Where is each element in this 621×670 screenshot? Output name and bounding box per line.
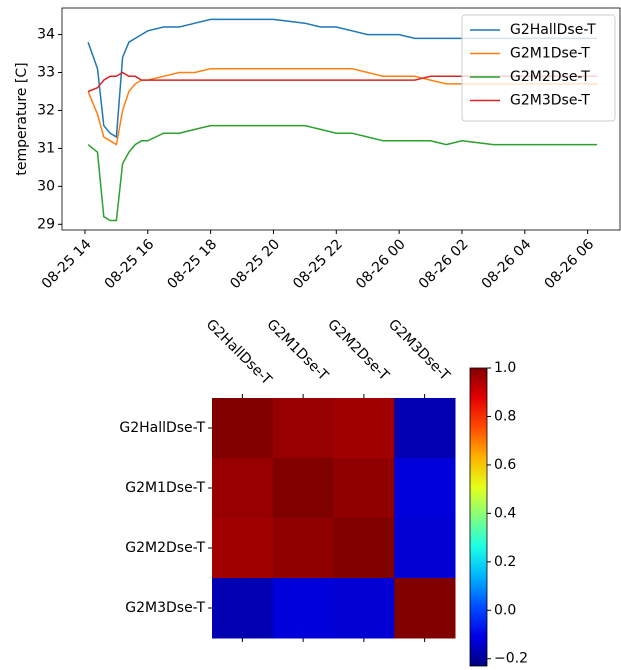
heatmap-cell xyxy=(272,578,334,639)
x-tick-label: 08-25 16 xyxy=(102,236,158,292)
heatmap-cell xyxy=(212,398,274,459)
y-tick-label: G2HallDse-T xyxy=(119,420,205,436)
colorbar-tick-label: 1.0 xyxy=(494,360,516,376)
x-tick-label: 08-26 02 xyxy=(416,236,472,292)
colorbar-tick-label: 0.6 xyxy=(494,457,516,473)
legend-box xyxy=(461,14,616,122)
y-tick-label: 33 xyxy=(37,65,55,81)
colorbar-tick-label: 0.8 xyxy=(494,408,516,424)
x-tick-label: 08-25 22 xyxy=(290,236,346,292)
x-tick-label: 08-25 14 xyxy=(39,236,95,292)
series-line xyxy=(87,67,598,146)
heatmap-cell xyxy=(272,518,334,579)
heatmap-cell xyxy=(333,398,395,459)
series-line xyxy=(87,124,598,222)
heatmap-cell xyxy=(333,518,395,579)
heatmap-cell xyxy=(212,518,274,579)
y-tick-label: 32 xyxy=(37,102,55,118)
heatmap-cell xyxy=(212,458,274,519)
x-tick-label: 08-25 20 xyxy=(227,236,283,292)
y-tick-label: 34 xyxy=(37,27,55,43)
y-tick-label: G2M3Dse-T xyxy=(125,600,205,616)
heatmap-cell xyxy=(394,458,456,519)
x-tick-label: 08-25 18 xyxy=(164,236,220,292)
y-tick-label: 31 xyxy=(37,140,55,156)
heatmap-cell xyxy=(272,398,334,459)
heatmap-cell xyxy=(394,518,456,579)
y-axis-label: temperature [C] xyxy=(14,62,30,175)
y-tick-label: 29 xyxy=(37,216,55,232)
colorbar-tick-label: −0.2 xyxy=(494,651,528,667)
heatmap-cell xyxy=(272,458,334,519)
x-tick-label: 08-26 06 xyxy=(541,236,597,292)
heatmap-cell xyxy=(333,458,395,519)
x-tick-label: G2M2Dse-T xyxy=(324,316,392,384)
colorbar-tick-label: 0.2 xyxy=(494,554,516,570)
y-tick-label: G2M1Dse-T xyxy=(125,480,205,496)
series-line xyxy=(87,18,598,139)
x-tick-label: G2M1Dse-T xyxy=(263,316,331,384)
heatmap-cell xyxy=(394,398,456,459)
legend-label: G2M3Dse-T xyxy=(510,93,590,109)
heatmap-cell xyxy=(212,578,274,639)
plot-frame xyxy=(61,7,621,231)
series-line xyxy=(87,71,598,93)
heatmap-cell xyxy=(333,578,395,639)
colorbar-tick-label: 0.4 xyxy=(494,505,516,521)
heatmap-cell xyxy=(394,578,456,639)
legend-label: G2HallDse-T xyxy=(510,22,596,38)
x-tick-label: G2M3Dse-T xyxy=(385,316,453,384)
colorbar-tick-label: 0.0 xyxy=(494,602,516,618)
y-tick-label: G2M2Dse-T xyxy=(125,540,205,556)
colorbar xyxy=(469,367,488,667)
y-tick-label: 30 xyxy=(37,178,55,194)
legend-label: G2M1Dse-T xyxy=(510,46,590,62)
x-tick-label: 08-26 00 xyxy=(353,236,409,292)
legend-label: G2M2Dse-T xyxy=(510,69,590,85)
x-tick-label: 08-26 04 xyxy=(479,236,535,292)
